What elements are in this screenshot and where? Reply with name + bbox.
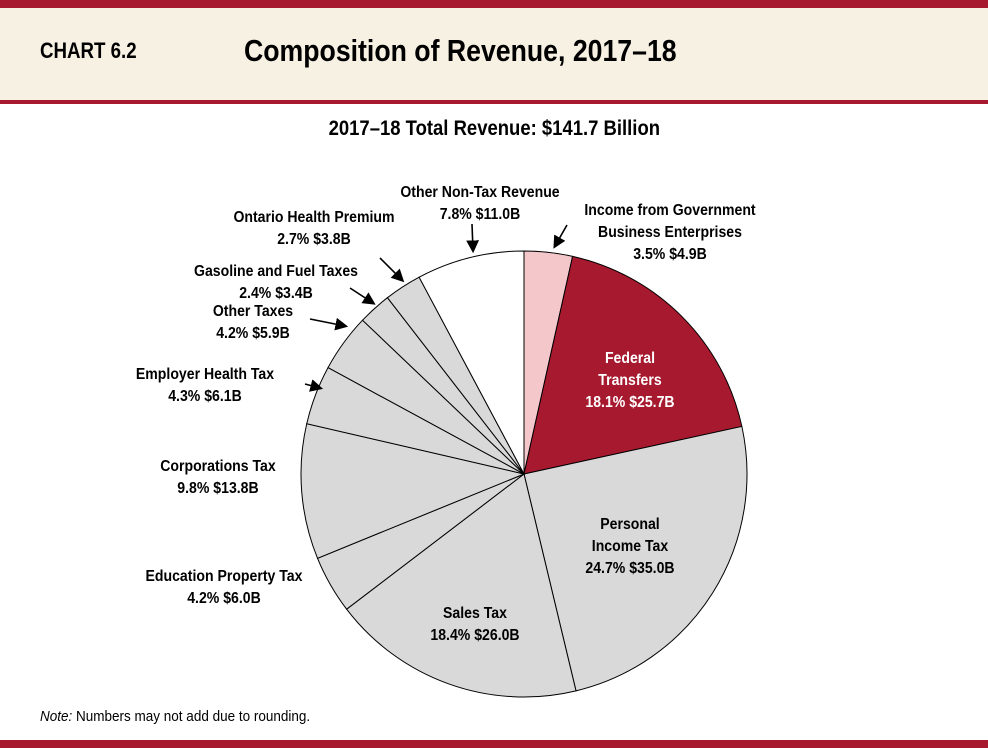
slice-label-line: Education Property Tax [146, 567, 303, 585]
header-divider [0, 100, 988, 104]
slice-label-line: 9.8% $13.8B [177, 479, 258, 497]
slice-label-line: Other Non-Tax Revenue [400, 183, 559, 201]
slice-label-line: Sales Tax [443, 604, 507, 622]
pie-slice-1 [523, 255, 743, 475]
leader-arrow-10 [466, 223, 480, 254]
slice-label-9: Ontario Health Premium 2.7% $3.8B [233, 208, 394, 248]
slice-label-0: Income from Government Business Enterpris… [584, 201, 755, 263]
chart-header [0, 8, 988, 100]
slice-label-line: Personal [600, 515, 659, 533]
slice-label-line: 18.4% $26.0B [430, 626, 519, 644]
note-text: Numbers may not add due to rounding. [72, 708, 311, 725]
slice-label-line: 4.2% $6.0B [187, 589, 261, 607]
leader-arrow-7 [309, 317, 349, 331]
pie-slice-2 [523, 425, 748, 692]
slice-label-4: Education Property Tax 4.2% $6.0B [146, 567, 303, 607]
bottom-accent-bar [0, 740, 988, 748]
slice-label-line: Gasoline and Fuel Taxes [194, 262, 358, 280]
leader-arrow-8 [349, 287, 376, 305]
slice-label-7: Other Taxes 4.2% $5.9B [213, 302, 293, 342]
slice-label-line: 4.2% $5.9B [216, 324, 290, 342]
slice-label-line: 4.3% $6.1B [168, 387, 242, 405]
slice-label-3: Sales Tax 18.4% $26.0B [430, 604, 519, 644]
slice-label-1: Federal Transfers 18.1% $25.7B [585, 349, 674, 411]
slice-label-line: Income Tax [592, 537, 669, 555]
slice-label-6: Employer Health Tax 4.3% $6.1B [136, 365, 275, 405]
note-prefix: Note: [40, 708, 73, 725]
slice-label-line: Employer Health Tax [136, 365, 275, 383]
pie-slice-3 [345, 473, 577, 698]
pie-slice-5 [300, 423, 526, 559]
slice-label-line: 24.7% $35.0B [585, 559, 674, 577]
slice-label-10: Other Non-Tax Revenue 7.8% $11.0B [400, 183, 559, 223]
slice-label-2: Personal Income Tax 24.7% $35.0B [585, 515, 674, 577]
top-accent-bar [0, 0, 988, 8]
slice-label-line: 18.1% $25.7B [585, 393, 674, 411]
slice-label-line: Business Enterprises [598, 223, 742, 241]
slice-label-5: Corporations Tax 9.8% $13.8B [160, 457, 276, 497]
slice-label-line: 2.4% $3.4B [239, 284, 313, 302]
slice-label-line: Corporations Tax [160, 457, 276, 475]
slice-label-line: Income from Government [584, 201, 755, 219]
slice-label-line: Other Taxes [213, 302, 293, 320]
pie-slice-10 [418, 250, 525, 475]
slice-label-8: Gasoline and Fuel Taxes 2.4% $3.4B [194, 262, 358, 302]
slice-label-line: Ontario Health Premium [233, 208, 394, 226]
slice-label-line: Federal [605, 349, 655, 367]
leader-arrow-6 [304, 379, 324, 392]
slice-label-line: 3.5% $4.9B [633, 245, 707, 263]
footnote: Note: Numbers may not add due to roundin… [40, 708, 310, 725]
leader-arrow-9 [379, 257, 405, 283]
chart-number: CHART 6.2 [40, 38, 137, 63]
slice-label-line: Transfers [598, 371, 661, 389]
chart-title: 2017–18 Total Revenue: $141.7 Billion [328, 117, 660, 140]
slice-label-line: 7.8% $11.0B [440, 205, 521, 223]
page-title: Composition of Revenue, 2017–18 [244, 33, 677, 68]
chart-title-wrap: 2017–18 Total Revenue: $141.7 Billion [0, 117, 988, 141]
leader-arrow-0 [553, 224, 568, 249]
slice-label-line: 2.7% $3.8B [277, 230, 351, 248]
